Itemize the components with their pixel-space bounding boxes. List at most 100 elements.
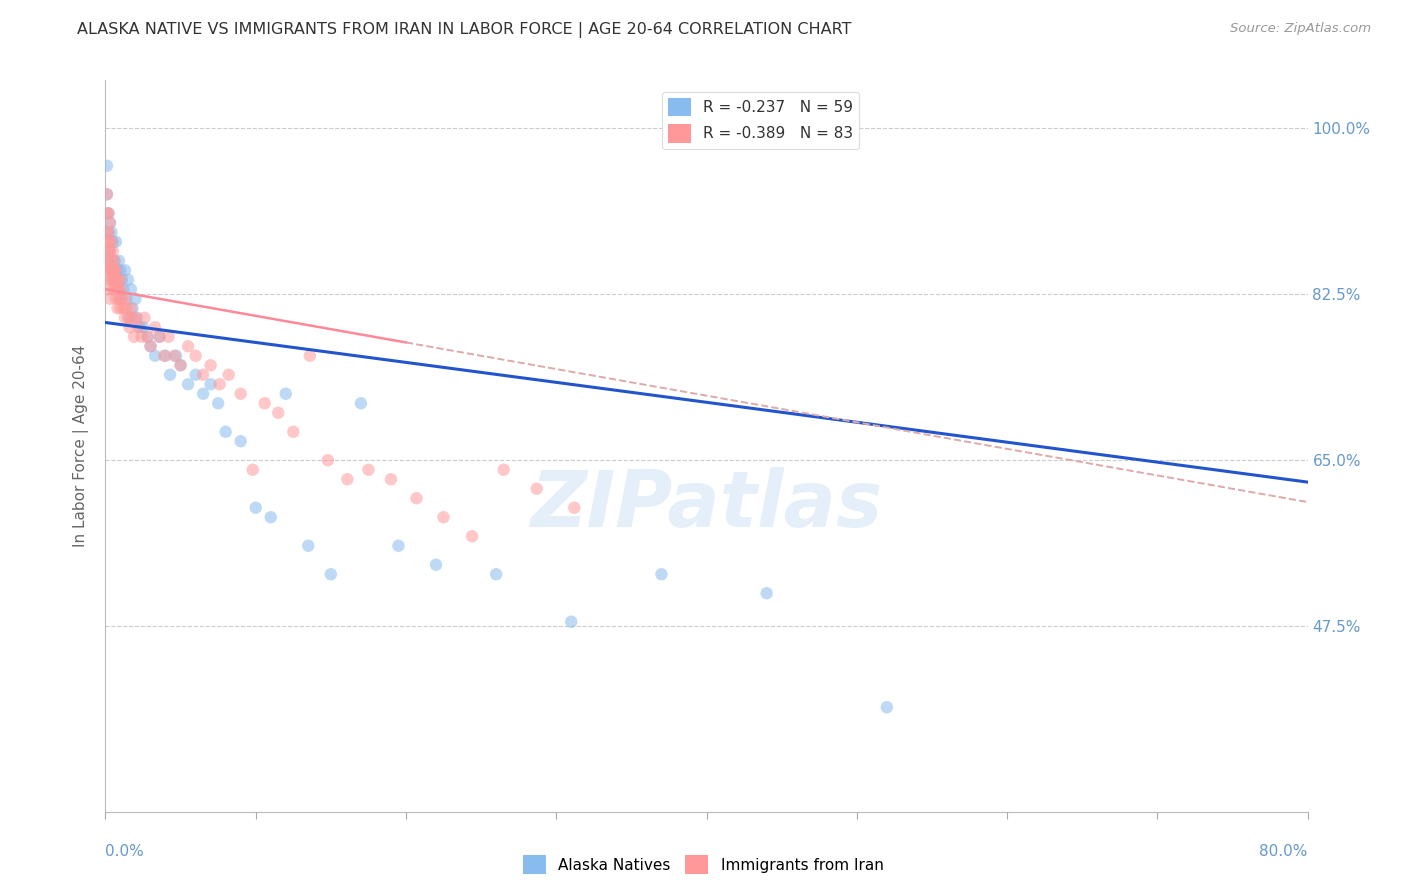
Point xyxy=(114,263,136,277)
Point xyxy=(96,159,118,173)
Point xyxy=(98,244,121,259)
Point xyxy=(114,292,136,306)
Point xyxy=(229,386,252,401)
Point xyxy=(97,206,120,220)
Point xyxy=(200,377,222,392)
Point xyxy=(97,253,120,268)
Point xyxy=(229,434,252,449)
Text: ZIPatlas: ZIPatlas xyxy=(530,467,883,542)
Point xyxy=(115,292,138,306)
Point xyxy=(108,282,131,296)
Point xyxy=(207,396,229,410)
Point xyxy=(208,377,231,392)
Point xyxy=(100,253,122,268)
Point xyxy=(114,310,136,325)
Point xyxy=(97,263,120,277)
Point xyxy=(357,463,380,477)
Point xyxy=(177,339,200,353)
Point xyxy=(104,235,127,249)
Point xyxy=(169,358,191,372)
Point xyxy=(650,567,672,582)
Point xyxy=(139,339,162,353)
Point xyxy=(214,425,236,439)
Point xyxy=(110,273,132,287)
Point xyxy=(104,273,127,287)
Point xyxy=(122,330,145,344)
Point xyxy=(405,491,427,506)
Point xyxy=(103,282,125,296)
Point xyxy=(103,263,125,277)
Point xyxy=(169,358,191,372)
Point xyxy=(387,539,409,553)
Point xyxy=(98,292,121,306)
Point xyxy=(101,263,124,277)
Point xyxy=(124,292,146,306)
Point xyxy=(96,206,118,220)
Point xyxy=(165,349,187,363)
Point xyxy=(380,472,402,486)
Point xyxy=(184,349,207,363)
Point xyxy=(218,368,240,382)
Point xyxy=(96,187,118,202)
Text: Source: ZipAtlas.com: Source: ZipAtlas.com xyxy=(1230,22,1371,36)
Point xyxy=(132,320,155,334)
Point xyxy=(200,358,222,372)
Point xyxy=(191,368,214,382)
Point xyxy=(298,349,321,363)
Point xyxy=(108,282,131,296)
Point xyxy=(157,330,180,344)
Point xyxy=(110,301,132,316)
Point xyxy=(492,463,515,477)
Point xyxy=(755,586,778,600)
Point xyxy=(121,301,143,316)
Point xyxy=(101,244,124,259)
Point xyxy=(101,273,124,287)
Point xyxy=(148,330,170,344)
Point xyxy=(485,567,508,582)
Point xyxy=(260,510,283,524)
Point xyxy=(117,273,139,287)
Point xyxy=(112,282,135,296)
Point xyxy=(101,235,124,249)
Point xyxy=(98,244,121,259)
Point xyxy=(103,253,125,268)
Point xyxy=(108,253,131,268)
Point xyxy=(101,282,124,296)
Point xyxy=(425,558,447,572)
Point xyxy=(245,500,267,515)
Point xyxy=(143,320,166,334)
Point xyxy=(98,235,121,249)
Point xyxy=(125,310,148,325)
Point xyxy=(316,453,339,467)
Point xyxy=(562,500,585,515)
Text: 80.0%: 80.0% xyxy=(1260,845,1308,859)
Point xyxy=(96,187,118,202)
Point xyxy=(104,292,127,306)
Point xyxy=(191,386,214,401)
Point xyxy=(117,310,139,325)
Point xyxy=(103,253,125,268)
Point xyxy=(97,225,120,239)
Point xyxy=(110,292,132,306)
Legend: R = -0.237   N = 59, R = -0.389   N = 83: R = -0.237 N = 59, R = -0.389 N = 83 xyxy=(662,92,859,149)
Point xyxy=(98,216,121,230)
Point xyxy=(115,301,138,316)
Point xyxy=(163,349,186,363)
Point xyxy=(121,310,143,325)
Point xyxy=(283,425,305,439)
Point xyxy=(97,244,120,259)
Point xyxy=(128,320,150,334)
Point xyxy=(136,330,159,344)
Point xyxy=(155,349,177,363)
Point xyxy=(100,263,122,277)
Point xyxy=(100,225,122,239)
Point xyxy=(134,310,156,325)
Point xyxy=(97,206,120,220)
Point xyxy=(526,482,548,496)
Point xyxy=(274,386,297,401)
Point xyxy=(96,235,118,249)
Point xyxy=(107,273,129,287)
Point xyxy=(139,339,162,353)
Point xyxy=(98,273,121,287)
Point xyxy=(143,349,166,363)
